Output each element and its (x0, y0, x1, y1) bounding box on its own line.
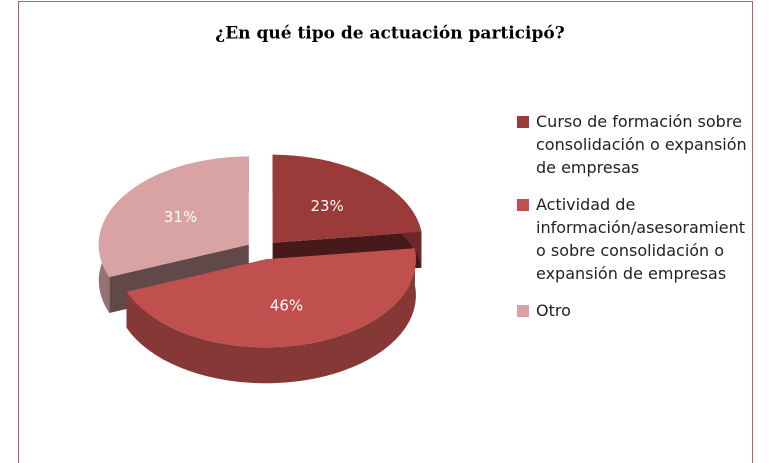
slice-top (272, 154, 422, 243)
slice: 46% (126, 248, 416, 384)
slice-top (98, 156, 249, 277)
data-label: 46% (270, 297, 303, 315)
legend-label: Actividad de información/asesoramiento s… (536, 195, 746, 283)
data-label: 23% (310, 197, 343, 215)
legend-swatch (517, 116, 529, 128)
legend-item: Actividad de información/asesoramiento s… (517, 193, 749, 285)
chart-title: ¿En qué tipo de actuación participó? (215, 24, 564, 44)
legend-swatch (517, 305, 529, 317)
legend-item: Curso de formación sobre consolidación o… (517, 110, 749, 179)
legend-swatch (517, 199, 529, 211)
legend-label: Otro (536, 301, 571, 320)
legend: Curso de formación sobre consolidación o… (517, 110, 749, 336)
slice-top (126, 248, 416, 348)
legend-label: Curso de formación sobre consolidación o… (536, 112, 747, 177)
slice-side (126, 248, 416, 384)
legend-item: Otro (517, 299, 749, 322)
data-label: 31% (164, 208, 197, 226)
